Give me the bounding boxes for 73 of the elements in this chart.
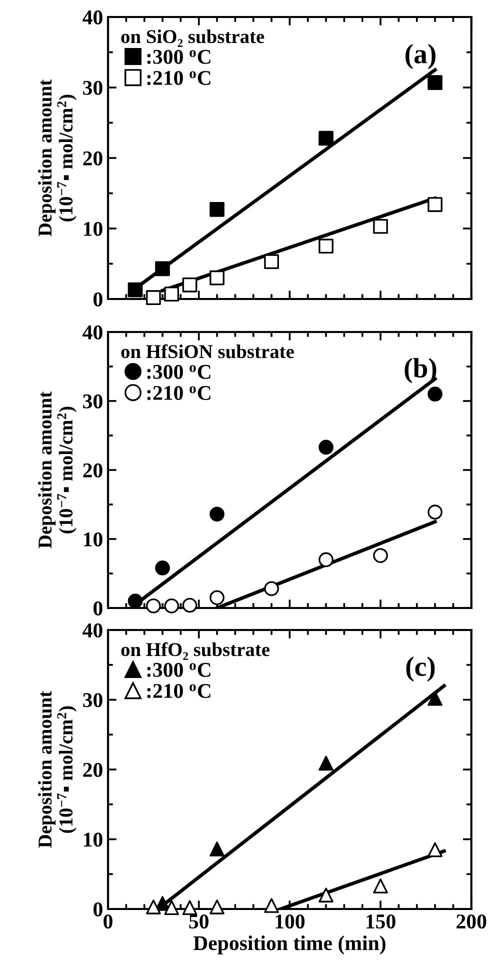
legend-label: :300 $^{o}$C (147, 364, 210, 379)
y-tick-label: 0 (94, 292, 102, 306)
y-tick-label: 0 (94, 601, 102, 616)
point (428, 386, 442, 402)
point (373, 548, 388, 563)
y-axis-title: Deposition amount (10$^{−7}$▪ mol/cm$^{2}$) (38, 391, 77, 548)
point (264, 898, 279, 913)
legend-label: :210 $^{o}$C (147, 70, 210, 86)
y-tick-label: 20 (83, 762, 102, 777)
point (428, 690, 442, 706)
legend-label: :300 $^{o}$C (147, 50, 210, 64)
y-tick-label: 40 (82, 10, 102, 24)
point (155, 560, 170, 576)
point (128, 594, 143, 609)
legend-title: on SiO₂ substrate (121, 30, 264, 47)
point (146, 899, 161, 914)
point (318, 552, 334, 568)
point (428, 842, 442, 858)
y-tick-label: 30 (83, 693, 102, 708)
x-tick-label: 0 (104, 914, 112, 929)
point (155, 261, 170, 276)
point (428, 75, 442, 90)
point (210, 842, 224, 856)
point (373, 878, 388, 894)
y-tick-label: 30 (83, 80, 102, 95)
y-tick-label: 10 (84, 532, 102, 546)
point (428, 504, 442, 520)
annotation: (a) (406, 44, 436, 70)
point (428, 197, 442, 212)
point (182, 900, 198, 916)
point (146, 290, 161, 306)
point (164, 598, 180, 614)
legend-label: :210 $^{o}$C (147, 386, 210, 400)
y-tick-label: 10 (84, 222, 102, 236)
y-tick-label: 30 (83, 394, 102, 408)
legend-title: on HfO₂ substrate (121, 642, 270, 660)
point (210, 899, 224, 914)
x-tick-label: 50 (189, 914, 208, 929)
annotation: (b) (404, 358, 436, 384)
legend-title: on HfSiON substrate (121, 344, 294, 358)
point (128, 282, 143, 298)
y-tick-label: 40 (82, 623, 102, 638)
y-axis-title: Deposition amount (10$^{−7}$▪ mol/cm$^{2}$) (38, 690, 77, 848)
point (373, 218, 388, 234)
point (318, 238, 334, 254)
point (164, 286, 180, 302)
point (264, 581, 279, 596)
x-tick-label: 200 (456, 914, 486, 929)
point (264, 254, 279, 270)
y-tick-label: 40 (82, 325, 102, 340)
point (210, 506, 224, 522)
legend-label: :300 $^{o}$C (147, 662, 210, 677)
point (318, 130, 334, 146)
point (318, 888, 334, 902)
point (182, 598, 198, 613)
point (146, 598, 161, 614)
point (182, 277, 198, 292)
point (164, 900, 180, 916)
point (210, 590, 224, 606)
point (210, 202, 224, 217)
annotation: (c) (406, 656, 435, 682)
point (210, 270, 224, 286)
y-tick-label: 10 (84, 832, 102, 847)
y-tick-label: 0 (94, 902, 102, 916)
point (318, 440, 334, 455)
y-tick-label: 20 (83, 463, 102, 478)
point (318, 756, 334, 771)
x-axis-title: Deposition time (min) (193, 936, 386, 954)
legend-label: :210 $^{o}$C (147, 684, 210, 698)
y-tick-label: 20 (83, 151, 102, 166)
y-axis-title: Deposition amount (10$^{−7}$▪ mol/cm$^{2}$) (38, 79, 77, 236)
x-tick-label: 150 (366, 914, 396, 929)
x-tick-label: 100 (276, 914, 305, 929)
